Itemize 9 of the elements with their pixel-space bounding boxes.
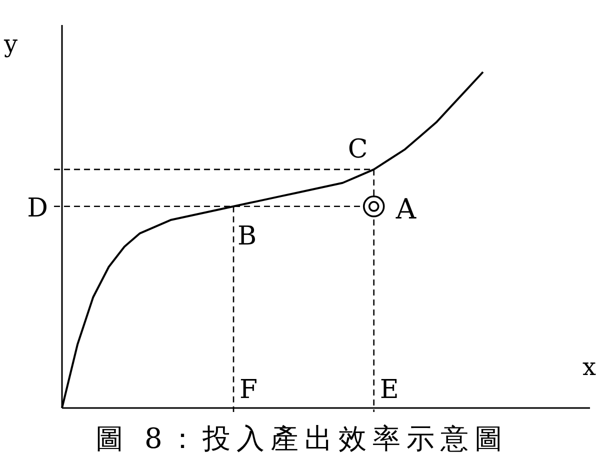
- annotation: C: [348, 134, 368, 164]
- y-axis-title: y: [3, 30, 18, 58]
- x-axis-title: x: [582, 353, 596, 381]
- text: 圖 8：投入產出效率示意圖: [96, 422, 508, 455]
- ref-line-label: D: [27, 193, 48, 224]
- annotation: E: [380, 375, 399, 405]
- annotation: B: [238, 221, 257, 252]
- annotation: A: [394, 192, 417, 226]
- annotation: F: [240, 375, 258, 405]
